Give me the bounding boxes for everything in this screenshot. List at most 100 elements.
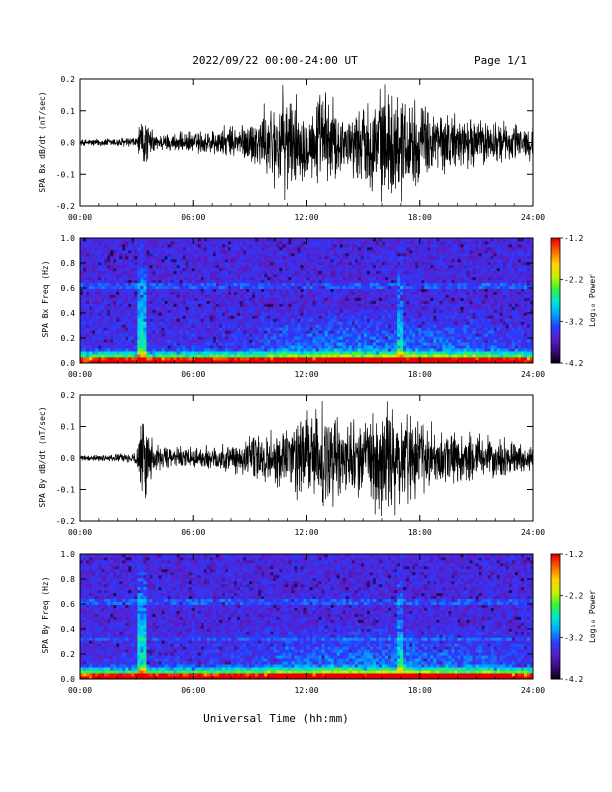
heatmap-cell (131, 279, 135, 284)
heatmap-cell (209, 324, 214, 328)
heatmap-cell (176, 249, 181, 254)
heatmap-cell (327, 273, 332, 278)
heatmap-cell (107, 306, 111, 310)
heatmap-cell (155, 294, 159, 298)
heatmap-cell (80, 330, 84, 334)
heatmap-cell (276, 294, 280, 298)
heatmap-cell (318, 291, 322, 295)
heatmap-cell (92, 291, 96, 295)
heatmap-cell (312, 303, 316, 307)
heatmap-cell (267, 270, 271, 275)
heatmap-cell (107, 354, 111, 358)
heatmap-cell (427, 243, 431, 248)
heatmap-cell (297, 294, 301, 298)
heatmap-cell (258, 303, 262, 307)
heatmap-cell (179, 261, 184, 266)
heatmap-cell (149, 252, 153, 257)
heatmap-cell (86, 360, 90, 364)
heatmap-cell (89, 249, 93, 254)
heatmap-cell (95, 303, 99, 307)
heatmap-cell (294, 321, 298, 325)
heatmap-cell (267, 348, 271, 352)
heatmap-cell (360, 315, 365, 319)
heatmap-cell (276, 297, 280, 301)
heatmap-cell (246, 330, 250, 334)
heatmap-cell (167, 276, 171, 281)
heatmap-cell (86, 243, 90, 248)
heatmap-cell (424, 294, 428, 298)
heatmap-cell (128, 330, 132, 334)
heatmap-cell (312, 348, 316, 352)
heatmap-cell (134, 255, 138, 260)
heatmap-cell (297, 276, 301, 281)
heatmap-cell (267, 321, 271, 325)
heatmap-cell (191, 327, 196, 331)
heatmap-cell (89, 339, 93, 343)
heatmap-cell (270, 348, 274, 352)
heatmap-cell (336, 315, 341, 319)
heatmap-cell (351, 294, 356, 298)
heatmap-cell (140, 330, 144, 334)
heatmap-cell (427, 249, 431, 254)
heatmap-cell (270, 276, 274, 281)
heatmap-cell (164, 357, 168, 361)
heatmap-cell (164, 243, 168, 248)
heatmap-cell (273, 270, 277, 275)
heatmap-cell (279, 285, 283, 289)
heatmap-cell (155, 351, 159, 355)
heatmap-cell (167, 333, 171, 337)
heatmap-cell (294, 324, 298, 328)
heatmap-cell (167, 273, 171, 278)
heatmap-cell (155, 306, 159, 310)
heatmap-cell (303, 249, 307, 254)
heatmap-cell (261, 336, 265, 340)
heatmap-cell (134, 303, 138, 307)
heatmap-cell (197, 336, 202, 340)
heatmap-cell (164, 288, 168, 292)
heatmap-cell (375, 240, 380, 245)
heatmap-cell (188, 249, 193, 254)
heatmap-cell (86, 324, 90, 328)
heatmap-cell (221, 360, 226, 364)
heatmap-cell (161, 294, 165, 298)
heatmap-cell (110, 300, 114, 304)
heatmap-cell (134, 336, 138, 340)
heatmap-cell (282, 270, 286, 275)
heatmap-cell (303, 252, 307, 257)
heatmap-cell (158, 333, 162, 337)
heatmap-cell (173, 348, 178, 352)
heatmap-cell (291, 258, 295, 263)
heatmap-cell (336, 354, 341, 358)
heatmap-cell (231, 273, 235, 278)
heatmap-cell (92, 276, 96, 281)
heatmap-cell (95, 267, 99, 272)
heatmap-cell (149, 357, 153, 361)
heatmap-cell (240, 351, 244, 355)
heatmap-cell (279, 291, 283, 295)
heatmap-cell (221, 318, 226, 322)
heatmap-cell (276, 240, 280, 245)
heatmap-cell (197, 354, 202, 358)
heatmap-cell (397, 351, 401, 355)
heatmap-cell (412, 258, 416, 263)
heatmap-cell (221, 339, 226, 343)
heatmap-cell (152, 345, 156, 349)
heatmap-cell (288, 321, 292, 325)
heatmap-cell (433, 327, 437, 331)
heatmap-cell (240, 273, 244, 278)
heatmap-cell (146, 327, 150, 331)
heatmap-cell (394, 327, 398, 331)
heatmap-cell (134, 246, 138, 251)
heatmap-cell (158, 315, 162, 319)
heatmap-cell (137, 357, 141, 361)
heatmap-cell (378, 270, 383, 275)
heatmap-cell (363, 273, 368, 278)
heatmap-cell (294, 273, 298, 278)
heatmap-cell (433, 312, 437, 316)
heatmap-cell (409, 315, 413, 319)
heatmap-cell (418, 258, 422, 263)
heatmap-cell (279, 297, 283, 301)
heatmap-cell (330, 303, 335, 307)
heatmap-cell (98, 285, 102, 289)
heatmap-cell (363, 288, 368, 292)
